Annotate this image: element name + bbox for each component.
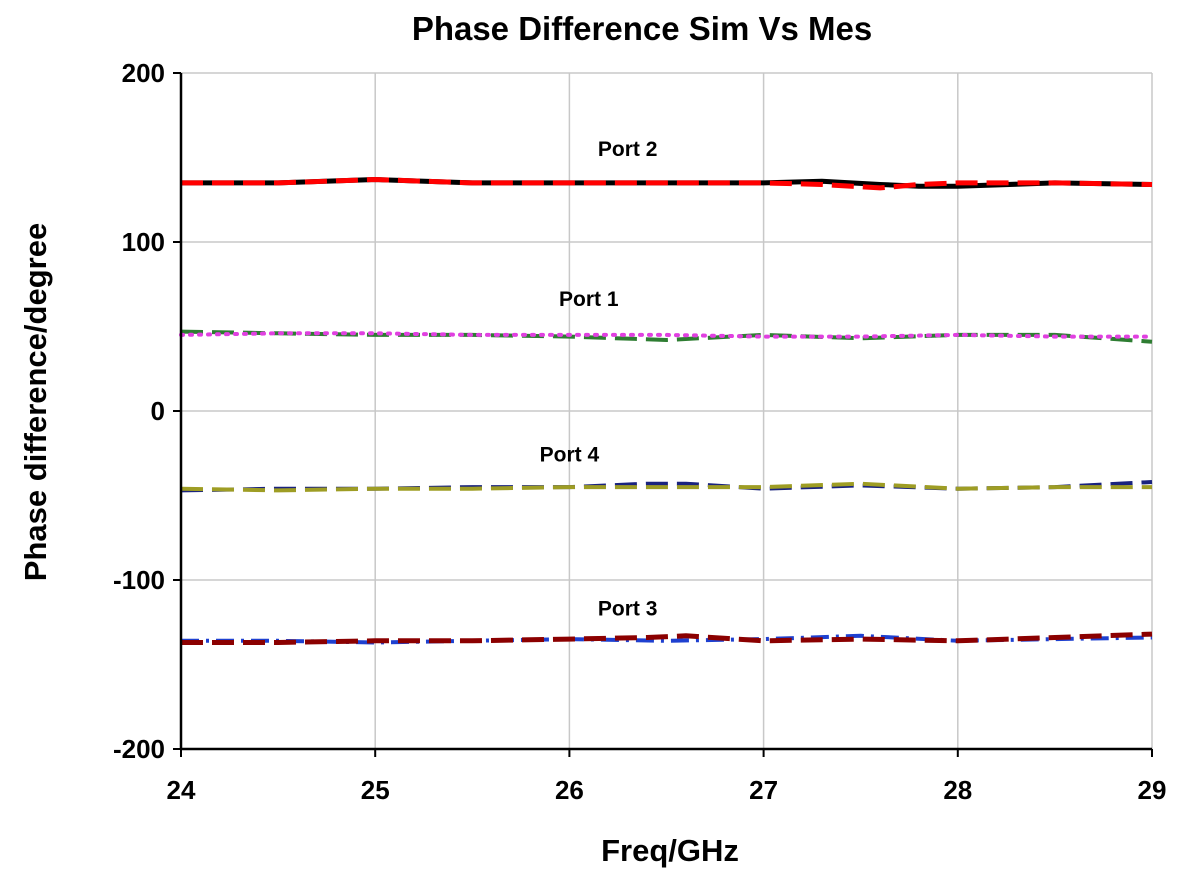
annotations: Port 2 Port 1 Port 4 Port 3 (540, 138, 658, 621)
port-label: Port 1 (559, 288, 619, 311)
port-label: Port 2 (598, 138, 658, 161)
y-tick-label: 100 (122, 227, 165, 257)
series-line-8 (181, 631, 1153, 645)
x-tick-label: 25 (361, 775, 390, 805)
series-line-4 (179, 331, 1154, 339)
tick-labels: 24 25 26 27 28 29 200 100 0 -100 -200 (113, 58, 1167, 805)
y-axis-label: Phase difference/degree (18, 223, 53, 581)
port-label: Port 3 (598, 597, 658, 620)
y-tick-label: 200 (122, 58, 165, 88)
y-tick-label: 0 (151, 396, 165, 426)
x-tick-label: 27 (749, 775, 778, 805)
y-tick-label: -200 (113, 734, 165, 764)
series-line-6 (180, 481, 1152, 493)
x-axis-label: Freq/GHz (601, 833, 739, 868)
x-tick-label: 26 (555, 775, 584, 805)
grid (180, 72, 1153, 750)
x-tick-label: 24 (167, 775, 196, 805)
x-tick-label: 28 (943, 775, 972, 805)
series-group (179, 177, 1154, 645)
port-label: Port 4 (540, 444, 600, 467)
x-tick-label: 29 (1138, 775, 1167, 805)
y-tick-label: -100 (113, 565, 165, 595)
series-line-2 (181, 177, 1153, 191)
axes (173, 72, 1153, 757)
chart-title: Phase Difference Sim Vs Mes (412, 10, 872, 47)
